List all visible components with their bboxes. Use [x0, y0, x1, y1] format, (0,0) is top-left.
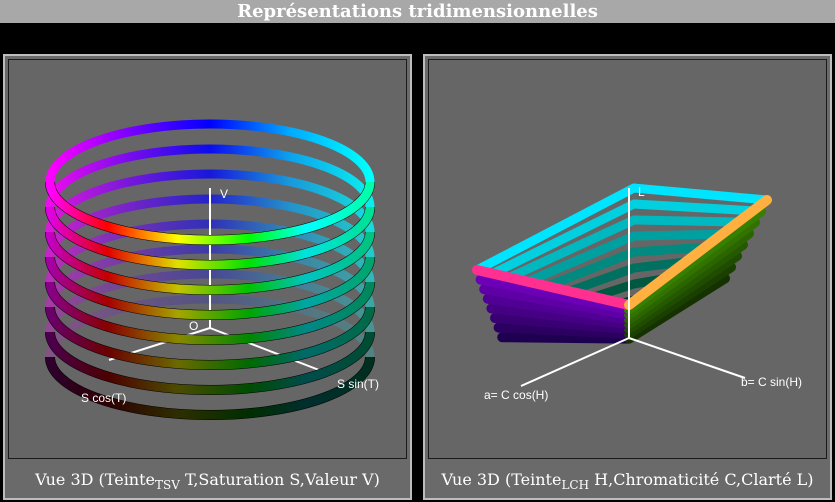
lch-ring-front-left	[490, 313, 634, 334]
hsv-ring-back	[45, 119, 375, 183]
hsv-ring-front	[45, 181, 375, 245]
hsv-ring-front	[45, 256, 375, 320]
b-axis-label: b= C sin(H)	[741, 375, 802, 389]
lch-ring-front-left	[482, 293, 634, 325]
lch-caption: Vue 3D (TeinteLCH H,Chromaticité C,Clart…	[441, 469, 814, 492]
hsv-panel: V O S cos(T) S sin(T) Vue 3D (TeinteTSV …	[3, 54, 412, 500]
lch-ring-back	[479, 215, 760, 294]
lch-ring-front-left	[493, 322, 634, 339]
y-axis-label: S sin(T)	[337, 377, 379, 391]
a-axis	[520, 337, 630, 387]
a-axis-label: a= C cos(H)	[484, 388, 548, 402]
v-axis-label: V	[220, 187, 228, 201]
hsv-caption: Vue 3D (TeinteTSV T,Saturation S,Valeur …	[35, 469, 380, 492]
lch-plot: L a= C cos(H) b= C sin(H)	[472, 183, 802, 402]
lch-ring-front-left	[497, 332, 634, 344]
l-axis-label: L	[638, 185, 645, 199]
hsv-ring-front	[45, 206, 375, 270]
lch-panel: L a= C cos(H) b= C sin(H) Vue 3D (Teinte…	[423, 54, 832, 500]
origin-label: O	[189, 319, 198, 333]
hsv-ring-front	[45, 331, 375, 395]
lch-ring-front-left	[472, 265, 634, 310]
lch-ring-back	[472, 183, 772, 275]
window-title: Représentations tridimensionnelles	[0, 0, 835, 23]
hsv-cylinder-plot: V O S cos(T) S sin(T)	[45, 119, 379, 420]
lch-3d-view[interactable]: L a= C cos(H) b= C sin(H)	[428, 59, 827, 459]
lch-ring-front-right	[624, 195, 772, 310]
lch-ring-back	[476, 199, 766, 285]
hsv-ring-front	[45, 231, 375, 295]
b-axis	[628, 337, 746, 379]
hsv-ring-front	[45, 356, 375, 420]
hsv-ring-back	[45, 144, 375, 208]
lch-ring-back	[483, 229, 754, 304]
lch-ring-front-left	[486, 303, 634, 330]
hsv-3d-view[interactable]: V O S cos(T) S sin(T)	[8, 59, 407, 459]
hsv-ring-front	[45, 306, 375, 370]
lch-ring-front-left	[475, 274, 634, 315]
hsv-ring-front	[45, 281, 375, 345]
lch-ring-front-left	[479, 284, 634, 320]
x-axis-label: S cos(T)	[81, 391, 126, 405]
